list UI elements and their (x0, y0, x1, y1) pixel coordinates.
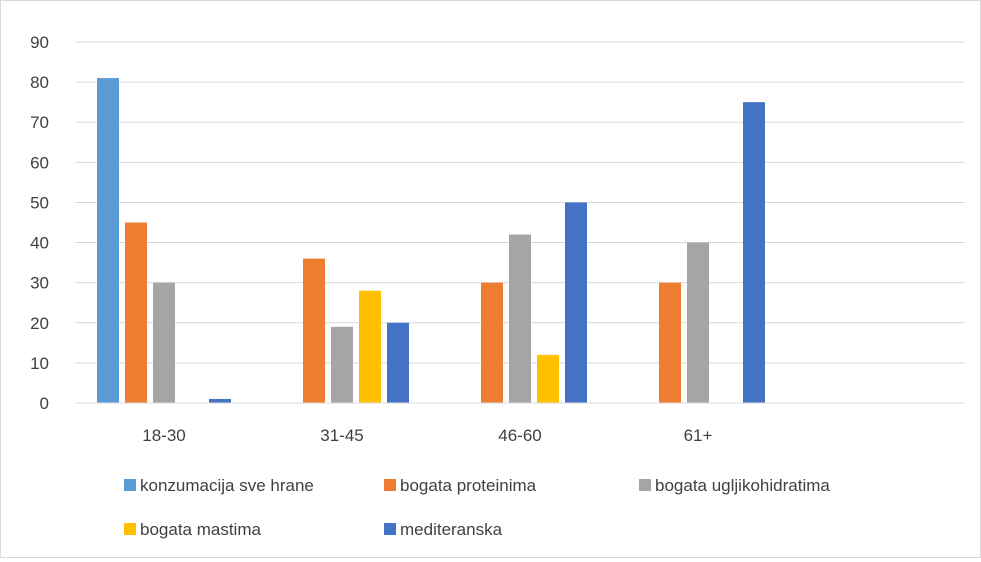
bar-konzumacija-sve-hrane-18-30 (97, 78, 119, 403)
bar-bogata-proteinima-18-30 (125, 222, 147, 403)
legend-label: konzumacija sve hrane (140, 476, 314, 495)
bar-bogata-ugljikohidratima-18-30 (153, 282, 175, 403)
legend-swatch (639, 479, 651, 491)
bar-bogata-ugljikohidratima-61+ (687, 242, 709, 403)
gridlines (75, 41, 965, 364)
x-tick-label: 61+ (684, 426, 713, 445)
bar-mediteranska-61+ (743, 102, 765, 404)
legend-swatch (384, 523, 396, 535)
legend-item: bogata proteinima (384, 476, 537, 495)
y-tick-label: 90 (30, 33, 49, 52)
y-tick-label: 0 (40, 394, 49, 413)
bar-bogata-ugljikohidratima-31-45 (331, 326, 353, 403)
x-tick-label: 46-60 (498, 426, 541, 445)
y-tick-label: 60 (30, 153, 49, 172)
bar-bogata-proteinima-46-60 (481, 282, 503, 403)
y-tick-label: 30 (30, 274, 49, 293)
legend-label: bogata ugljikohidratima (655, 476, 830, 495)
bar-mediteranska-31-45 (387, 322, 409, 403)
y-tick-label: 20 (30, 314, 49, 333)
legend-label: bogata proteinima (400, 476, 537, 495)
legend-item: bogata ugljikohidratima (639, 476, 830, 495)
legend-item: mediteranska (384, 520, 503, 539)
y-tick-label: 50 (30, 193, 49, 212)
bar-bogata-proteinima-31-45 (303, 258, 325, 403)
y-axis-ticks: 0 10 20 30 40 50 60 70 80 90 (30, 33, 49, 413)
y-tick-label: 40 (30, 234, 49, 253)
legend-item: bogata mastima (124, 520, 261, 539)
y-tick-label: 80 (30, 73, 49, 92)
legend-swatch (124, 479, 136, 491)
bar-mediteranska-18-30 (209, 398, 231, 403)
bars (97, 78, 765, 404)
legend-label: mediteranska (400, 520, 503, 539)
legend-label: bogata mastima (140, 520, 261, 539)
legend-item: konzumacija sve hrane (124, 476, 314, 495)
bar-mediteranska-46-60 (565, 202, 587, 403)
legend-swatch (384, 479, 396, 491)
bar-bogata-ugljikohidratima-46-60 (509, 234, 531, 403)
y-tick-label: 70 (30, 113, 49, 132)
y-tick-label: 10 (30, 354, 49, 373)
bar-bogata-mastima-46-60 (537, 354, 559, 403)
legend-swatch (124, 523, 136, 535)
bar-bogata-mastima-31-45 (359, 290, 381, 403)
x-axis-ticks: 18-30 31-45 46-60 61+ (142, 426, 712, 445)
x-tick-label: 18-30 (142, 426, 185, 445)
bar-bogata-proteinima-61+ (659, 282, 681, 403)
x-tick-label: 31-45 (320, 426, 363, 445)
legend: konzumacija sve hrane bogata proteinima bo… (124, 476, 830, 539)
